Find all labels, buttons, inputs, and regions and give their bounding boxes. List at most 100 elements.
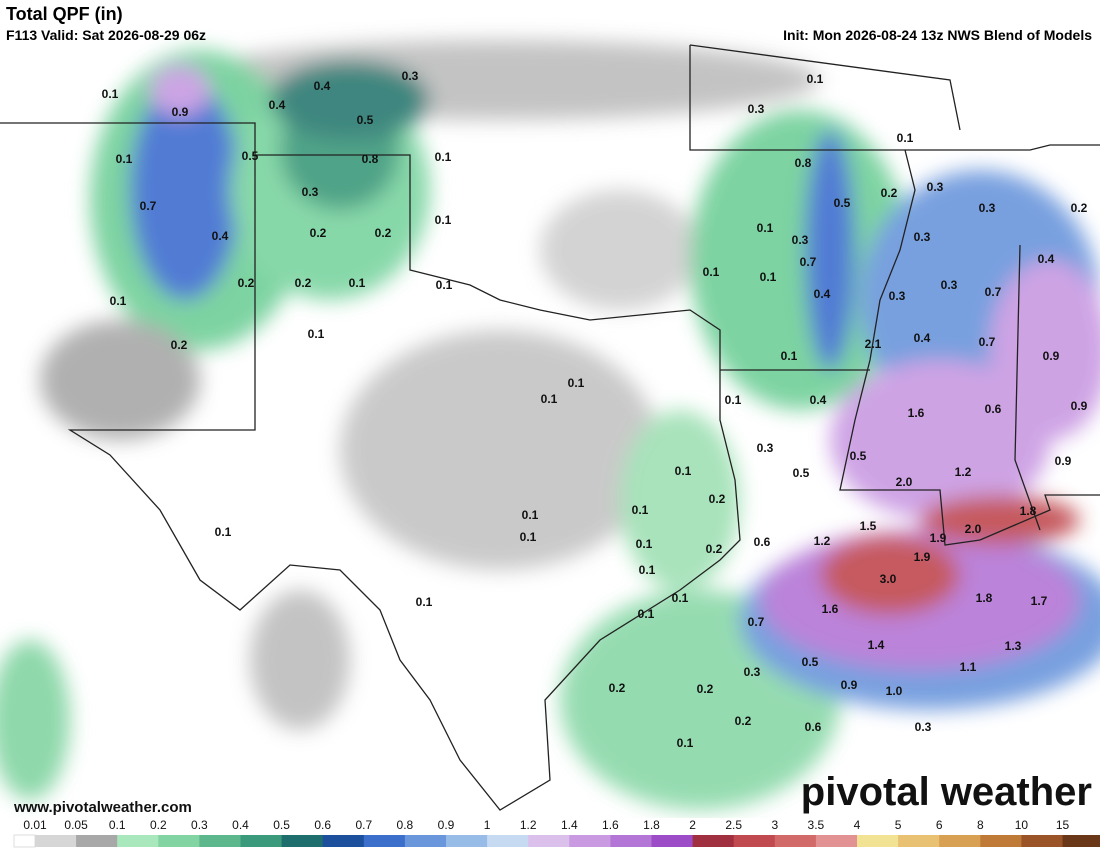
colorbar-segment <box>651 835 694 847</box>
colorbar-segment <box>158 835 200 847</box>
map-value-label: 0.1 <box>638 607 655 621</box>
map-value-label: 0.1 <box>781 349 798 363</box>
colorbar-label: 0.05 <box>64 818 88 832</box>
map-value-label: 1.6 <box>822 602 839 616</box>
map-value-label: 0.4 <box>1038 252 1055 266</box>
map-value-label: 0.1 <box>349 276 366 290</box>
colorbar-segment <box>363 835 406 847</box>
map-value-label: 0.4 <box>814 287 831 301</box>
colorbar-label: 2 <box>689 818 696 832</box>
colorbar-label: 0.6 <box>314 818 331 832</box>
colorbar-segment <box>774 835 817 847</box>
map-value-label: 0.3 <box>792 233 809 247</box>
map-value-label: 0.3 <box>914 230 931 244</box>
map-value-label: 0.1 <box>677 736 694 750</box>
colorbar-label: 0.2 <box>150 818 167 832</box>
map-labels: 0.1 0.9 0.4 0.4 0.3 0.5 0.1 0.3 0.1 0.1 0.5 0.8 0.1 0… <box>102 69 1088 750</box>
map-value-label: 1.7 <box>1031 594 1048 608</box>
map-value-label: 0.1 <box>308 327 325 341</box>
map-value-label: 0.5 <box>834 196 851 210</box>
colorbar-segment <box>857 835 899 847</box>
map-value-label: 0.1 <box>435 213 452 227</box>
colorbar-segment <box>281 835 324 847</box>
colorbar-segment <box>117 835 159 847</box>
colorbar-label: 0.4 <box>232 818 249 832</box>
colorbar-segment <box>569 835 611 847</box>
map-value-label: 1.3 <box>1005 639 1022 653</box>
colorbar-label: 15 <box>1056 818 1070 832</box>
map-value-label: 0.2 <box>709 492 726 506</box>
map-value-label: 0.7 <box>979 335 996 349</box>
title: Total QPF (in) <box>6 4 123 24</box>
map-value-label: 0.3 <box>757 441 774 455</box>
map-value-label: 0.1 <box>416 595 433 609</box>
map-value-label: 0.3 <box>979 201 996 215</box>
map-value-label: 0.4 <box>212 229 229 243</box>
map-value-label: 0.4 <box>269 98 286 112</box>
map-value-label: 0.3 <box>941 278 958 292</box>
colorbar-label: 0.5 <box>273 818 290 832</box>
colorbar-segment <box>1021 835 1063 847</box>
map-value-label: 0.1 <box>672 591 689 605</box>
map-value-label: 1.8 <box>976 591 993 605</box>
colorbar-label: 0.7 <box>355 818 372 832</box>
map-value-label: 0.9 <box>1043 349 1060 363</box>
map-value-label: 0.3 <box>927 180 944 194</box>
map-value-label: 0.2 <box>295 276 312 290</box>
map-value-label: 0.5 <box>357 113 374 127</box>
map-value-label: 0.1 <box>757 221 774 235</box>
map-value-label: 0.1 <box>639 563 656 577</box>
map-value-label: 1.8 <box>1020 504 1037 518</box>
map-value-label: 0.1 <box>522 508 539 522</box>
map-value-label: 0.5 <box>793 466 810 480</box>
colorbar-segment <box>240 835 283 847</box>
colorbar-label: 3.5 <box>808 818 825 832</box>
map-value-label: 0.4 <box>810 393 827 407</box>
colorbar-label: 0.3 <box>191 818 208 832</box>
colorbar-segment <box>610 835 652 847</box>
colorbar-label: 1.8 <box>643 818 660 832</box>
map-value-label: 0.1 <box>436 278 453 292</box>
map-value-label: 1.9 <box>930 531 947 545</box>
map-value-label: 0.1 <box>215 525 232 539</box>
colorbar-segment <box>199 835 241 847</box>
map-value-label: 0.7 <box>140 199 157 213</box>
map-value-label: 0.2 <box>697 682 714 696</box>
map-value-label: 0.5 <box>242 149 259 163</box>
map-value-label: 0.5 <box>802 655 819 669</box>
map-value-label: 0.6 <box>985 402 1002 416</box>
map-value-label: 0.9 <box>841 678 858 692</box>
map-value-label: 1.0 <box>886 684 903 698</box>
colorbar-label: 0.1 <box>109 818 126 832</box>
map-value-label: 0.3 <box>748 102 765 116</box>
map-value-label: 0.1 <box>520 530 537 544</box>
map-value-label: 0.1 <box>541 392 558 406</box>
map-value-label: 0.6 <box>754 535 771 549</box>
map-value-label: 0.9 <box>172 105 189 119</box>
colorbar-segment <box>487 835 529 847</box>
map-value-label: 0.8 <box>362 152 379 166</box>
colorbar-label: 1 <box>484 818 491 832</box>
map-value-label: 0.9 <box>1055 454 1072 468</box>
colorbar-segment <box>13 834 36 848</box>
map-value-label: 0.1 <box>636 537 653 551</box>
colorbar-label: 6 <box>936 818 943 832</box>
map-value-label: 0.3 <box>915 720 932 734</box>
colorbar-segment <box>815 835 858 847</box>
map-value-label: 0.2 <box>609 681 626 695</box>
map-value-label: 0.4 <box>314 79 331 93</box>
colorbar-segment <box>733 835 776 847</box>
map-value-label: 0.1 <box>632 503 649 517</box>
map-value-label: 2.0 <box>965 522 982 536</box>
map-value-label: 1.9 <box>914 550 931 564</box>
colorbar-segment <box>404 835 447 847</box>
colorbar-segment <box>35 835 77 847</box>
map-value-label: 1.6 <box>908 406 925 420</box>
map-value-label: 0.4 <box>914 331 931 345</box>
valid-time: F113 Valid: Sat 2026-08-29 06z <box>6 27 206 43</box>
map-value-label: 0.2 <box>238 276 255 290</box>
map-value-label: 0.2 <box>1071 201 1088 215</box>
colorbar-segment <box>76 835 118 847</box>
colorbar-label: 8 <box>977 818 984 832</box>
map-background <box>0 40 1100 818</box>
